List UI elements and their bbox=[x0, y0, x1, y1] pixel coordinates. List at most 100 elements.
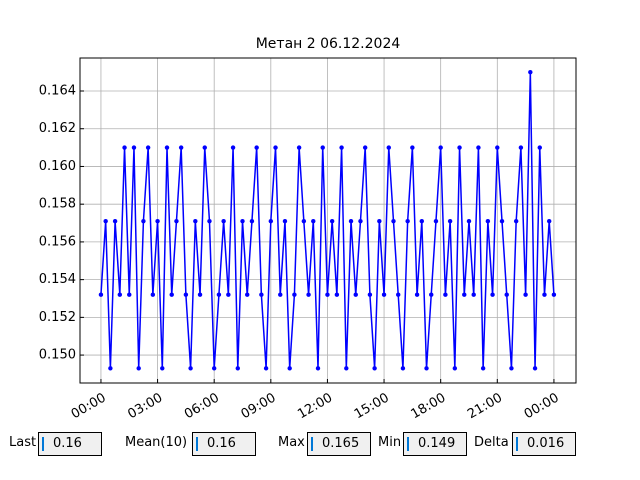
data-point bbox=[344, 366, 349, 371]
data-point bbox=[334, 292, 340, 297]
stat-value-field-text: 0.16 bbox=[207, 436, 236, 451]
data-point bbox=[259, 292, 264, 297]
stat-value-field: 0.149 bbox=[403, 432, 467, 456]
data-point bbox=[528, 69, 533, 75]
plot-frame bbox=[79, 57, 577, 384]
x-tick-label: 03:00 bbox=[125, 391, 165, 423]
data-point bbox=[98, 292, 104, 297]
data-point bbox=[532, 366, 538, 371]
data-point bbox=[211, 366, 217, 371]
stat-label-text: Max bbox=[278, 435, 305, 450]
data-point bbox=[296, 145, 302, 150]
data-point bbox=[513, 218, 519, 224]
y-tick-label: 0.158 bbox=[39, 197, 76, 212]
data-point bbox=[410, 145, 415, 150]
data-point bbox=[386, 145, 391, 150]
data-point bbox=[249, 218, 255, 224]
x-tick-label: 09:00 bbox=[239, 391, 279, 423]
data-point bbox=[381, 292, 387, 297]
stat-label-text: Last bbox=[9, 435, 37, 450]
x-tick-label: 18:00 bbox=[408, 391, 448, 423]
data-point bbox=[362, 145, 368, 150]
y-tick-label: 0.154 bbox=[39, 272, 76, 287]
data-point bbox=[419, 218, 425, 224]
data-point bbox=[145, 145, 151, 150]
stat-value-field-text: 0.16 bbox=[53, 436, 82, 451]
data-point bbox=[466, 218, 472, 224]
data-point bbox=[254, 145, 259, 150]
data-point bbox=[315, 366, 321, 371]
data-point bbox=[372, 366, 377, 371]
data-point bbox=[169, 292, 174, 297]
data-point bbox=[542, 292, 547, 297]
data-point bbox=[287, 366, 292, 371]
chart: Метан 2 06.12.2024 0.150 0.152 0.154 0.156 0… bbox=[39, 36, 577, 423]
stat-value-field: 0.16 bbox=[38, 432, 102, 456]
data-point bbox=[216, 292, 222, 297]
data-point bbox=[339, 145, 344, 150]
x-tick-label: 12:00 bbox=[295, 391, 335, 423]
data-point bbox=[306, 292, 311, 297]
data-point bbox=[136, 366, 141, 371]
data-point bbox=[443, 292, 448, 297]
data-point bbox=[391, 218, 396, 224]
data-point bbox=[273, 145, 278, 150]
data-point bbox=[348, 218, 354, 224]
data-point bbox=[504, 292, 509, 297]
data-point bbox=[183, 292, 189, 297]
data-point bbox=[207, 218, 212, 224]
data-point bbox=[329, 218, 335, 224]
y-tick-label: 0.164 bbox=[39, 84, 76, 99]
data-point bbox=[396, 292, 401, 297]
stat-value-field-text: 0.149 bbox=[418, 436, 456, 451]
data-point bbox=[424, 366, 429, 371]
x-tick-label: 21:00 bbox=[465, 391, 505, 423]
data-point bbox=[226, 292, 231, 297]
x-tick-label: 00:00 bbox=[522, 391, 562, 423]
data-point bbox=[131, 145, 137, 150]
data-point bbox=[438, 145, 443, 150]
y-tick-label: 0.156 bbox=[39, 234, 76, 249]
y-tick-label: 0.152 bbox=[39, 310, 76, 325]
data-point bbox=[155, 218, 160, 224]
data-point bbox=[108, 366, 113, 371]
y-tick-label: 0.160 bbox=[39, 159, 76, 174]
data-point bbox=[476, 145, 481, 150]
data-point bbox=[490, 292, 495, 297]
data-point bbox=[546, 218, 552, 224]
y-tick-label: 0.150 bbox=[39, 348, 76, 363]
data-point bbox=[523, 292, 528, 297]
stat-value-field-text: 0.016 bbox=[527, 436, 565, 451]
data-point bbox=[509, 366, 514, 371]
stat-label: Last bbox=[9, 435, 36, 450]
x-tick-label: 15:00 bbox=[352, 391, 392, 423]
data-point bbox=[325, 292, 330, 297]
data-point bbox=[122, 145, 127, 150]
stat-label: Min bbox=[378, 435, 401, 450]
data-point bbox=[301, 218, 307, 224]
data-point bbox=[452, 366, 458, 371]
data-point bbox=[197, 292, 203, 297]
data-point bbox=[499, 218, 505, 224]
data-point bbox=[447, 218, 453, 224]
data-point bbox=[400, 366, 406, 371]
data-point bbox=[537, 145, 542, 150]
data-point bbox=[174, 218, 179, 224]
data-point bbox=[414, 292, 420, 297]
data-point bbox=[480, 366, 486, 371]
data-point bbox=[551, 292, 557, 297]
data-point bbox=[311, 218, 316, 224]
stat-label-text: Min bbox=[378, 435, 402, 450]
stat-label: Delta bbox=[474, 435, 509, 450]
data-point bbox=[367, 292, 373, 297]
stat-value-field: 0.016 bbox=[512, 432, 576, 456]
data-point bbox=[164, 145, 170, 150]
data-point bbox=[230, 145, 236, 150]
data-point bbox=[193, 218, 198, 224]
data-point bbox=[377, 218, 382, 224]
data-point bbox=[268, 218, 274, 224]
data-point bbox=[471, 292, 476, 297]
stat-label-text: Delta bbox=[474, 435, 509, 450]
stat-label: Mean(10) bbox=[125, 435, 187, 450]
